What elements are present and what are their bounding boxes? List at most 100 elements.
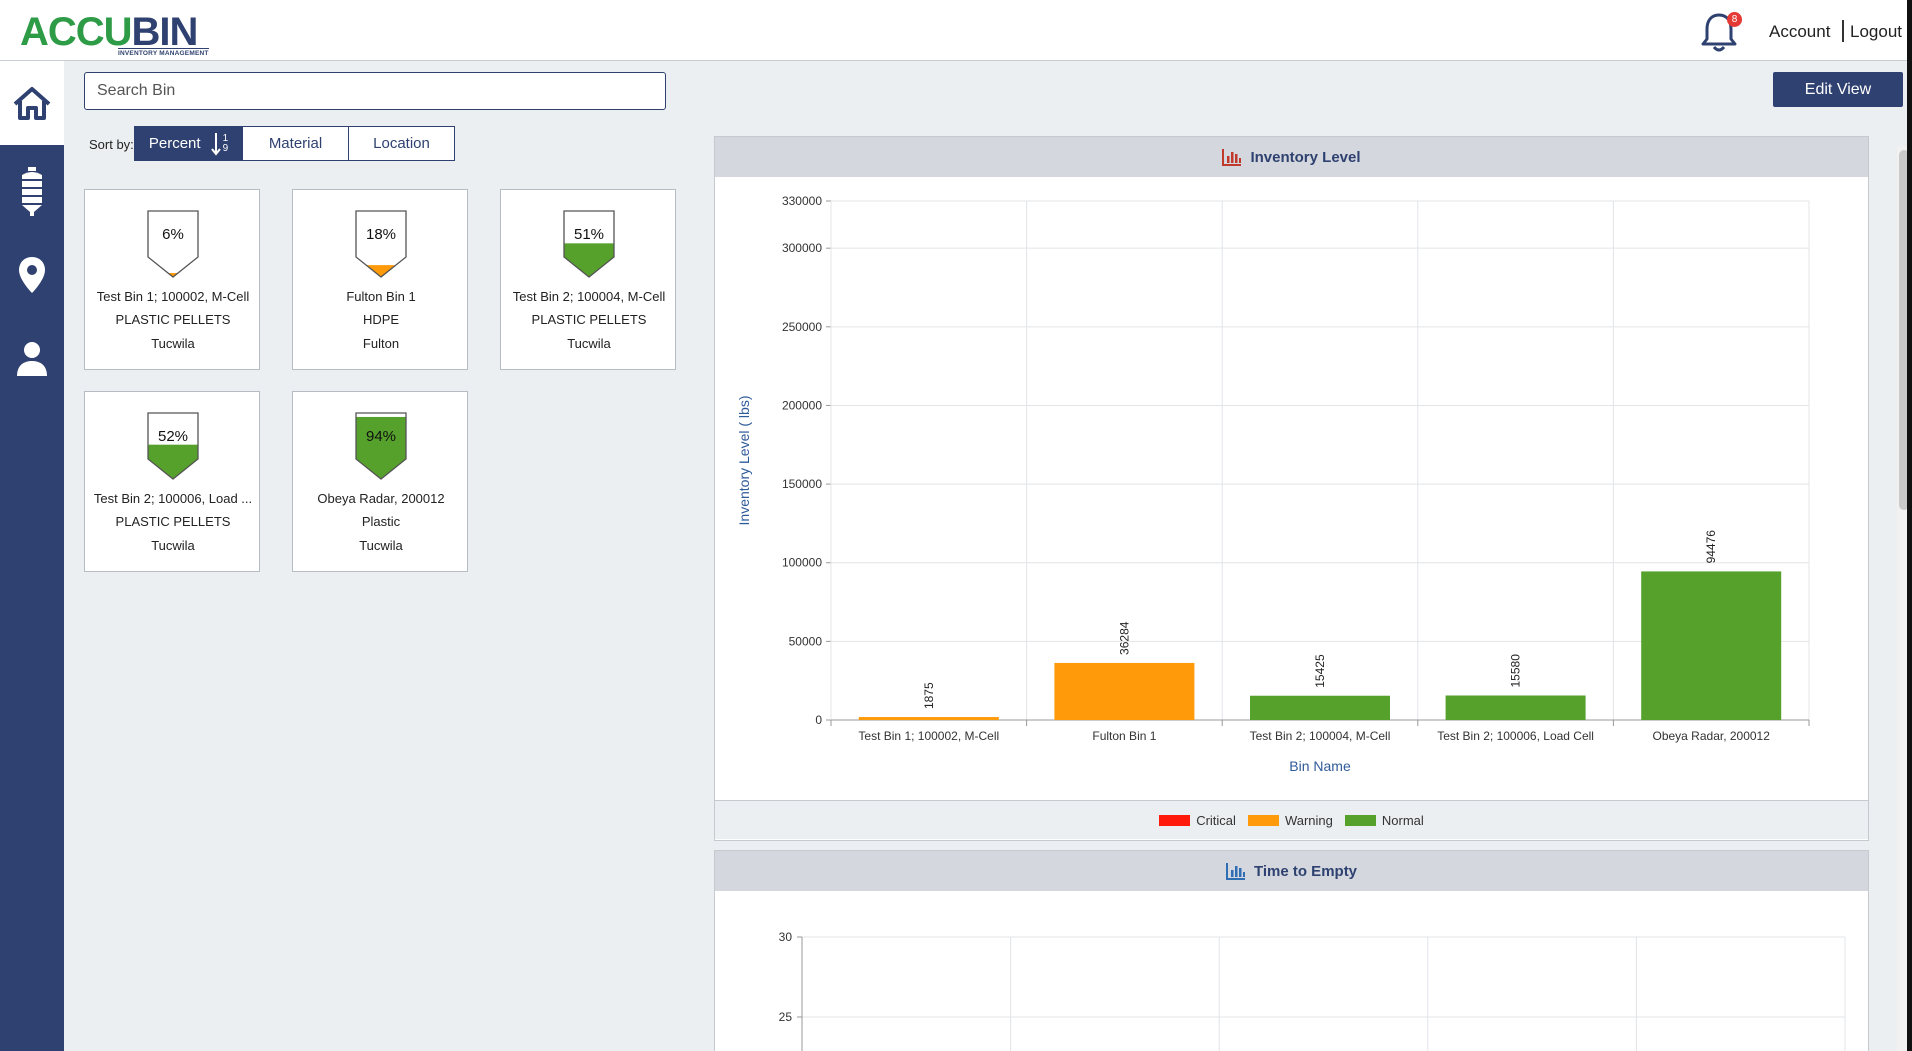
legend-label-warning: Warning [1284,812,1333,828]
bin-fill [356,416,406,479]
bin-location: Tucwila [151,538,195,553]
bin-level-gauge [147,210,199,278]
sort-percent-label: Percent [148,135,201,152]
legend-item-critical[interactable]: Critical [1159,813,1236,828]
bar [1054,662,1195,720]
header-divider [1842,20,1844,42]
bar-value-label: 15580 [1509,654,1523,688]
bin-fill [356,265,406,277]
inventory-level-title: Inventory Level [1250,148,1361,166]
legend-swatch-critical [1159,814,1191,826]
bin-location: Tucwila [151,336,195,351]
time-to-empty-title: Time to Empty [1253,862,1358,880]
bin-location: Fulton [362,336,400,351]
bin-material: PLASTIC PELLETS [531,312,647,327]
y-tick-label: 100000 [782,556,822,570]
sort-material-button[interactable]: Material [242,126,349,161]
legend-swatch-normal [1344,814,1376,826]
bin-name: Fulton Bin 1 [346,289,416,304]
bin-name: Obeya Radar, 200012 [317,491,445,506]
sort-location-button[interactable]: Location [348,126,455,161]
time-to-empty-chart: 30 25 [779,930,1846,1051]
bin-level-gauge [355,412,407,480]
legend-item-normal[interactable]: Normal [1344,812,1424,828]
y-axis-label: Inventory Level ( lbs) [736,396,752,526]
bin-material: Plastic [361,514,401,529]
y-tick-label: 150000 [782,477,822,491]
logo-accu: ACCU [20,10,133,54]
bar-value-label: 1875 [922,682,936,709]
bin-material: HDPE [362,312,400,327]
bar-value-label: 94476 [1704,530,1718,564]
bar-chart-icon [1225,863,1245,880]
inventory-level-panel: Inventory Level 0 50000 100000 150000 200000… [714,136,1869,841]
bin-percent: 52% [157,428,189,445]
notification-bell-icon[interactable] [1697,10,1741,54]
bin-level-gauge [147,412,199,480]
y-tick-label: 200000 [782,398,822,412]
bar [1641,571,1782,720]
bin-card[interactable]: 94% Obeya Radar, 200012 Plastic Tucwila [292,391,468,572]
sort-direction-bottom: 9 [222,142,229,154]
x-tick-label: Test Bin 1; 100002, M-Cell [858,729,999,743]
bin-location: Tucwila [567,336,611,351]
legend-label-critical: Critical [1196,812,1236,828]
sidebar-item-home[interactable] [0,61,64,145]
user-icon [17,342,47,376]
legend-swatch-warning [1247,814,1279,826]
window-edge [1907,0,1912,1051]
bin-fill [148,273,198,277]
y-tick-label: 300000 [782,241,822,255]
bin-percent: 6% [162,226,184,243]
bin-percent: 18% [365,226,397,243]
y-tick-label: 25 [779,1010,793,1024]
bar-value-label: 15425 [1313,654,1327,688]
x-axis-label: Bin Name [1289,758,1351,774]
bin-card[interactable]: 18% Fulton Bin 1 HDPE Fulton [292,189,468,370]
x-tick-label: Fulton Bin 1 [1092,729,1156,743]
bin-name: Test Bin 1; 100002, M-Cell [96,289,250,304]
y-tick-label: 50000 [789,634,823,648]
accubin-logo[interactable]: ACCUBIN INVENTORY MANAGEMENT [20,10,210,57]
bin-material: PLASTIC PELLETS [115,312,231,327]
sort-percent-button[interactable]: Percent 1 9 [134,126,243,161]
sort-ascending-icon: 1 9 [210,132,229,156]
edit-view-button[interactable]: Edit View [1773,72,1903,107]
bin-card[interactable]: 51% Test Bin 2; 100004, M-Cell PLASTIC PEL… [500,189,676,370]
sidebar-item-locations[interactable] [0,233,64,317]
bin-level-gauge [355,210,407,278]
page-scrollbar-thumb[interactable] [1899,150,1909,510]
inventory-level-panel-header: Inventory Level [715,137,1868,177]
home-icon [13,87,51,120]
bar [1445,695,1586,720]
logo-subtitle: INVENTORY MANAGEMENT [118,48,209,57]
silo-icon [22,167,42,216]
bin-level-gauge [563,210,615,278]
time-to-empty-panel-header: Time to Empty [715,851,1868,891]
legend-label-normal: Normal [1381,812,1424,828]
y-tick-label: 250000 [782,320,822,334]
bar-chart-icon [1222,149,1242,166]
bar [858,717,999,720]
sidebar-item-users[interactable] [0,317,64,401]
legend-item-warning[interactable]: Warning [1247,812,1333,828]
sidebar [0,61,64,1051]
inventory-level-chart: 0 50000 100000 150000 200000 250000 300000 3300… [736,194,1810,774]
y-tick-label: 30 [779,930,793,944]
sort-label: Sort by: [89,137,134,152]
sort-direction-top: 1 [222,132,229,144]
x-tick-label: Obeya Radar, 200012 [1652,729,1770,743]
bin-card[interactable]: 6% Test Bin 1; 100002, M-Cell PLASTIC PELL… [84,189,260,370]
logout-link[interactable]: Logout [1850,22,1902,41]
bin-percent: 51% [573,226,605,243]
sidebar-item-bins[interactable] [0,149,64,233]
bin-material: PLASTIC PELLETS [115,514,231,529]
y-tick-label: 330000 [782,194,822,208]
search-bin-input[interactable] [84,72,666,110]
bin-location: Tucwila [359,538,403,553]
account-link[interactable]: Account [1769,22,1831,41]
bar [1250,695,1390,720]
bin-card[interactable]: 52% Test Bin 2; 100006, Load ... PLASTIC P… [84,391,260,572]
time-to-empty-panel: Time to Empty 30 25 [714,850,1869,1051]
y-tick-label: 0 [815,713,822,727]
